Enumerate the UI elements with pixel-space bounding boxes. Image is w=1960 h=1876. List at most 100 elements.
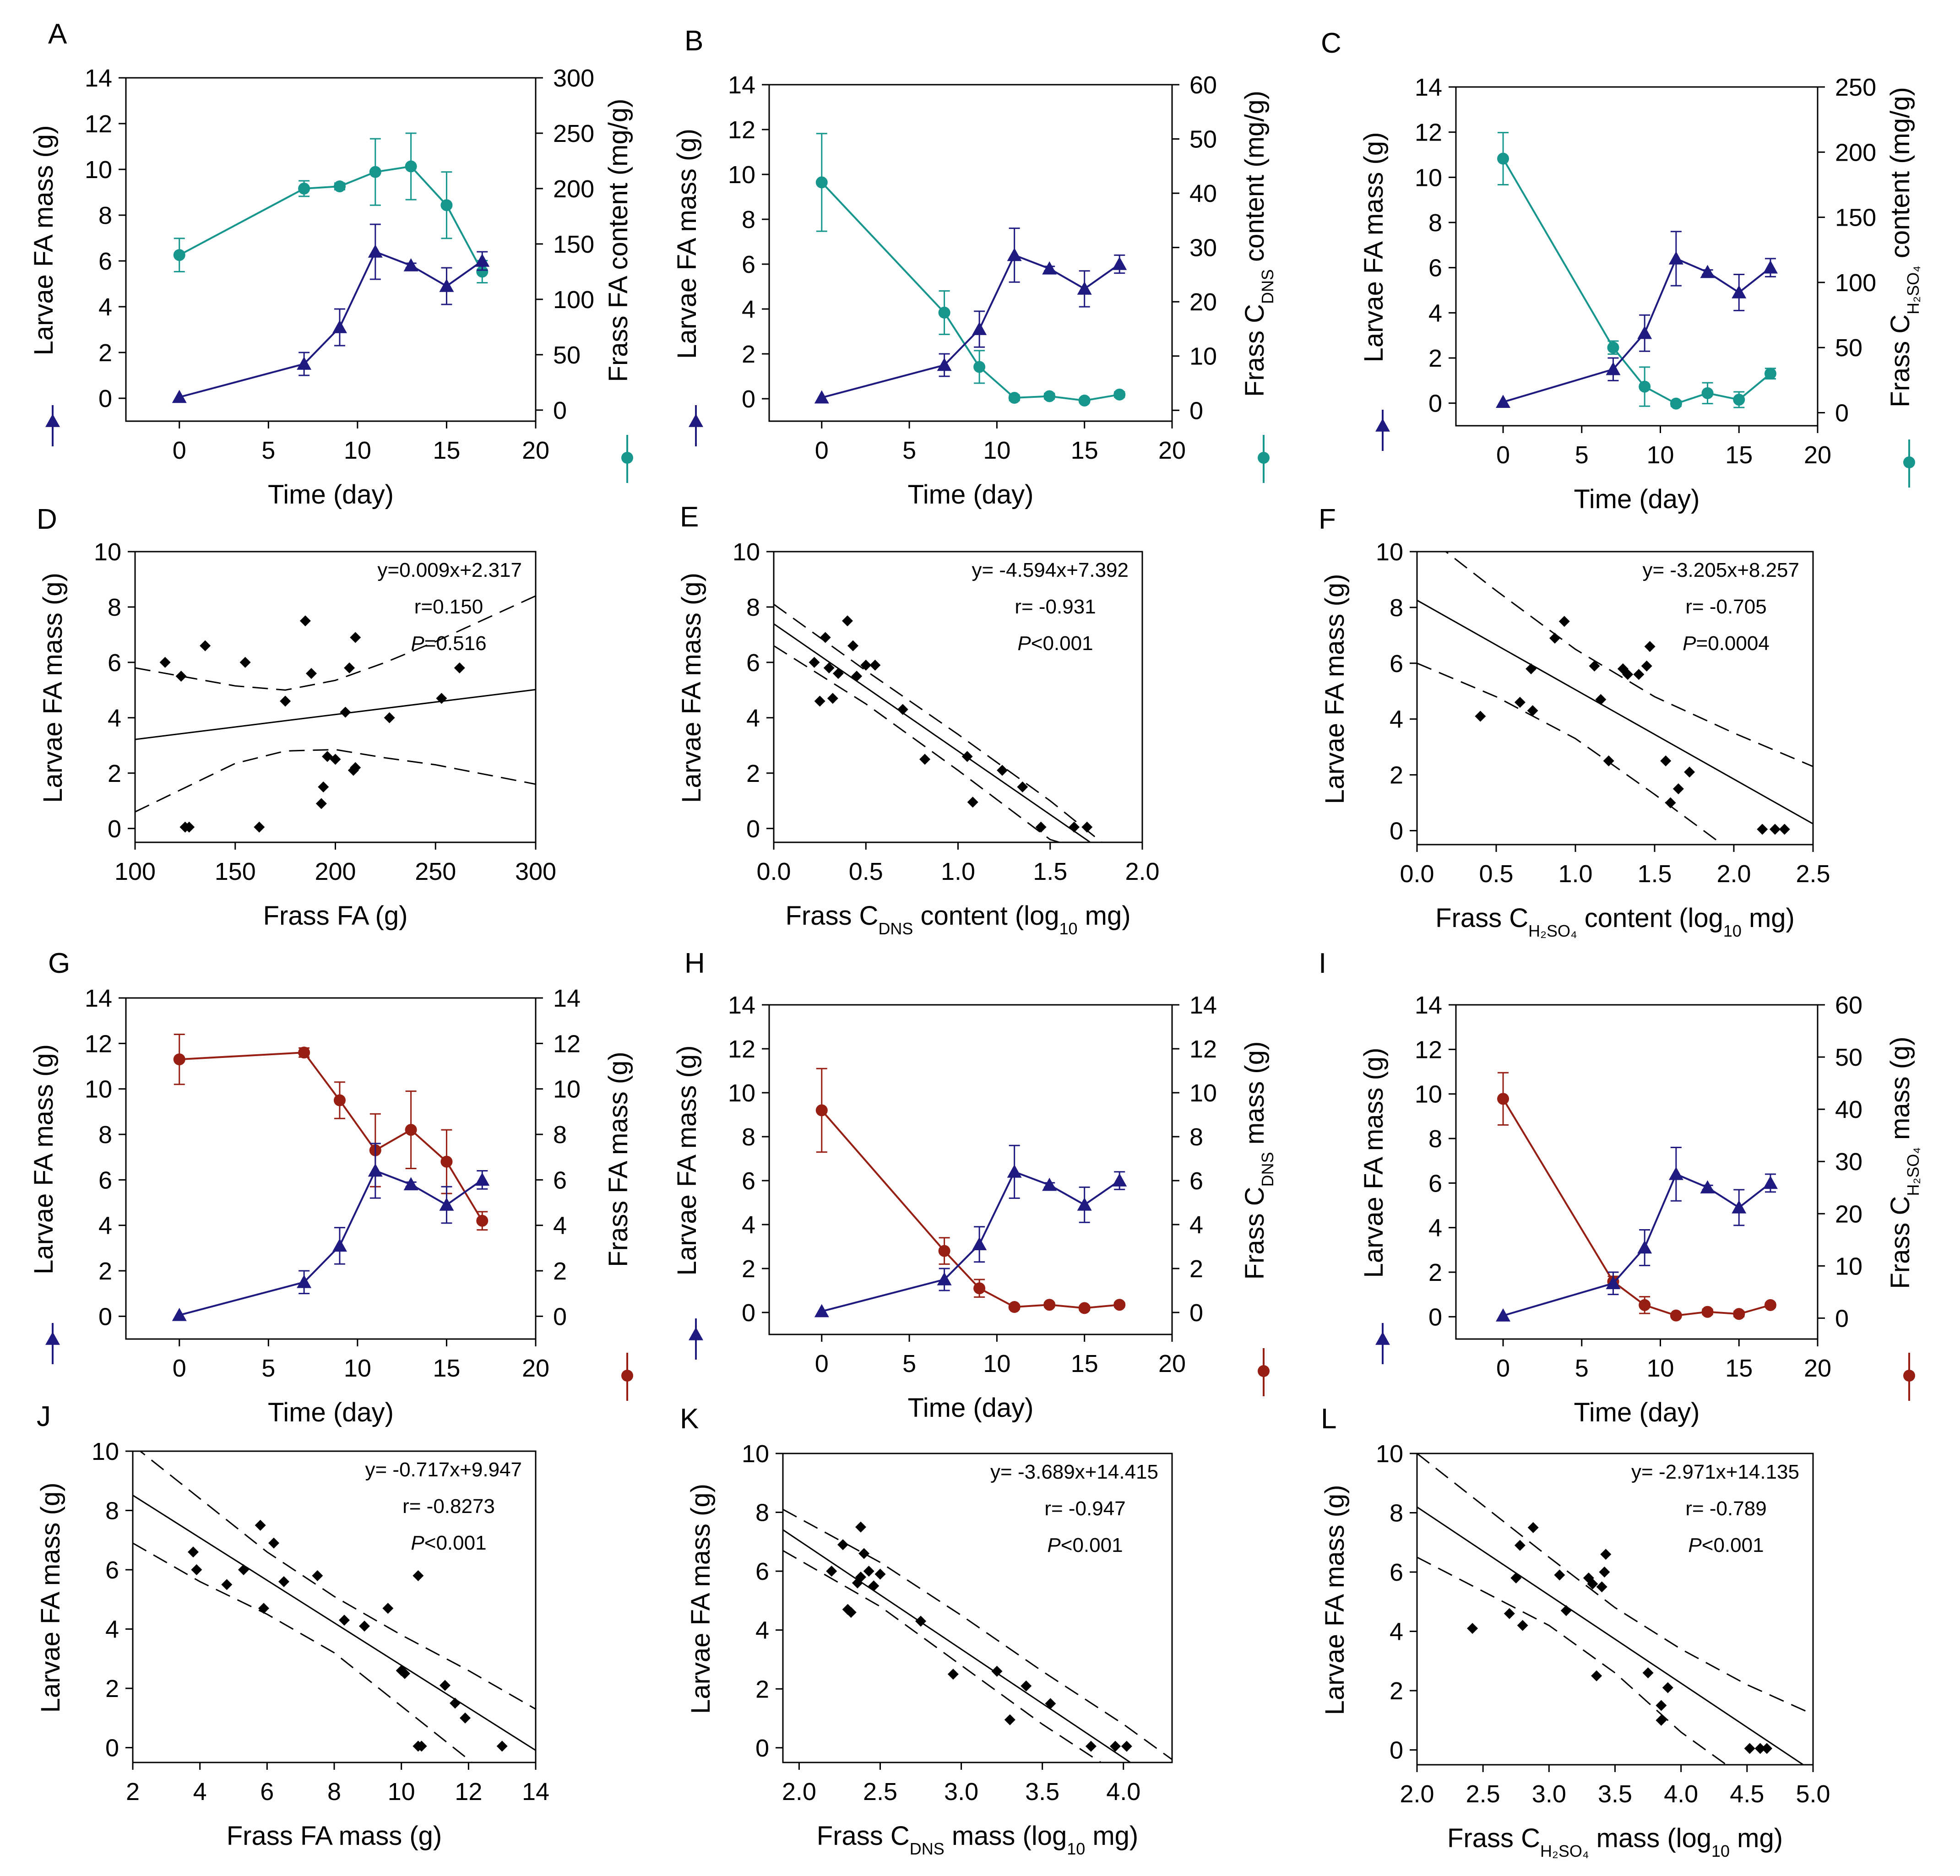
y-tick-label: 0: [1390, 1737, 1403, 1764]
y2-tick-label: 12: [553, 1030, 581, 1057]
y-tick-label: 0: [742, 385, 755, 413]
regression-fit-line: [135, 689, 536, 740]
label-subscript: H₂SO₄: [1528, 922, 1577, 940]
y-tick-label: 8: [98, 1121, 112, 1149]
label-text: Time (day): [1574, 484, 1700, 514]
larvae-series-point-triangle-marker: [368, 1163, 383, 1177]
x-tick-label: 250: [415, 858, 456, 885]
y-tick-label: 8: [105, 1497, 119, 1525]
p-value-symbol: P: [1047, 1534, 1061, 1556]
larvae-series-point-triangle-marker: [475, 254, 490, 267]
x-tick-label: 150: [215, 858, 256, 885]
confidence-upper-line: [139, 1451, 536, 1710]
correlation-r: r= -0.705: [1685, 596, 1766, 618]
y-tick-label: 14: [1415, 74, 1442, 101]
label-text: Larvae FA mass (g): [677, 573, 706, 803]
y-tick-label: 6: [98, 248, 112, 275]
label-subscript: DNS: [1258, 269, 1277, 304]
confidence-upper-line: [783, 1508, 1172, 1760]
data-point-diamond-marker: [1004, 1714, 1015, 1725]
frass-series-point-circle-marker: [476, 1215, 489, 1227]
y-tick-label: 12: [1415, 119, 1442, 146]
frass-series-point-circle-marker: [1497, 152, 1509, 165]
data-point-diamond-marker: [1660, 755, 1672, 767]
y2-tick-label: 14: [553, 985, 581, 1012]
x-axis-label: Time (day): [268, 480, 394, 510]
frass-series-point-circle-marker: [1113, 388, 1126, 401]
y-axis-label: Larvae FA mass (g): [1320, 574, 1350, 804]
y-tick-label: 12: [85, 1030, 112, 1057]
regression-equation: y=0.009x+2.317: [377, 559, 522, 581]
x-tick-label: 2.0: [1400, 1780, 1434, 1808]
data-point-diamond-marker: [809, 656, 820, 668]
larvae-series-point-triangle-marker: [368, 244, 383, 258]
data-point-diamond-marker: [1069, 821, 1080, 833]
y2-axis-label: Frass CH₂SO₄ content (mg/g): [1885, 87, 1922, 407]
data-point-diamond-marker: [1510, 1572, 1522, 1583]
x-tick-label: 200: [315, 858, 356, 885]
larvae-series-point-triangle-marker: [1007, 1164, 1022, 1178]
data-point-diamond-marker: [450, 1697, 461, 1709]
y2-tick-label: 30: [1189, 234, 1217, 262]
data-point-diamond-marker: [238, 1564, 249, 1576]
larvae-series-point-triangle-marker: [439, 279, 454, 292]
data-point-diamond-marker: [1665, 797, 1676, 808]
confidence-lower-line: [133, 1542, 473, 1762]
y2-tick-label: 6: [1189, 1167, 1203, 1195]
label-text: Frass C: [1447, 1823, 1540, 1853]
frass-series-point-circle-marker: [815, 176, 828, 189]
x-tick-label: 5: [1575, 1355, 1589, 1382]
frass-series-point-circle-marker: [1639, 1299, 1651, 1311]
y2-tick-label: 0: [1189, 397, 1203, 424]
x-tick-label: 15: [1071, 1350, 1098, 1377]
data-point-diamond-marker: [330, 754, 341, 765]
larvae-series-point-triangle-marker: [1763, 260, 1778, 274]
label-text: Time (day): [1574, 1398, 1700, 1427]
frass-series-point-circle-marker: [1764, 368, 1776, 380]
y-tick-label: 10: [1376, 1440, 1403, 1468]
x-tick-label: 2: [126, 1778, 140, 1806]
x-tick-label: 20: [1804, 1355, 1831, 1382]
y2-tick-label: 12: [1189, 1036, 1217, 1063]
y-tick-label: 0: [98, 385, 112, 412]
y-tick-label: 0: [108, 815, 121, 843]
data-point-diamond-marker: [254, 821, 265, 833]
panel-label: D: [37, 504, 57, 535]
y2-tick-label: 300: [553, 65, 594, 92]
plot-frame: [1455, 86, 1819, 427]
frass-series-point-circle-marker: [173, 249, 185, 261]
data-point-diamond-marker: [1644, 641, 1656, 652]
panel-label: A: [48, 18, 67, 50]
confidence-lower-line: [783, 1550, 1102, 1762]
y-axis-label: Larvae FA mass (g): [677, 573, 706, 803]
data-point-diamond-marker: [858, 1548, 870, 1559]
correlation-r: r= -0.789: [1685, 1497, 1766, 1520]
y2-axis-label: Frass CDNS content (mg/g): [1240, 91, 1277, 397]
y2-tick-label: 0: [1835, 1305, 1849, 1332]
x-tick-label: 2.5: [1796, 860, 1830, 888]
y-tick-label: 2: [742, 1255, 755, 1283]
y2-tick-label: 100: [553, 286, 594, 314]
label-text: mg): [1078, 901, 1131, 931]
legend-larvae-triangle-marker: [1375, 418, 1390, 432]
y-axis-label: Larvae FA mass (g): [1359, 132, 1389, 363]
x-axis-label: Time (day): [908, 480, 1034, 510]
data-point-diamond-marker: [315, 798, 327, 809]
p-value: P<0.001: [1688, 1534, 1764, 1556]
data-point-diamond-marker: [1527, 1522, 1539, 1533]
data-point-diamond-marker: [200, 640, 211, 651]
data-point-diamond-marker: [823, 662, 835, 673]
label-subscript: 10: [1067, 1839, 1085, 1858]
y-tick-label: 10: [1415, 164, 1442, 191]
larvae-series-point-triangle-marker: [814, 1304, 829, 1318]
y-tick-label: 2: [98, 1258, 112, 1285]
panel-label: K: [680, 1403, 699, 1435]
y-axis-label: Larvae FA mass (g): [672, 129, 702, 359]
data-point-diamond-marker: [384, 712, 395, 723]
p-value-symbol: P: [411, 632, 424, 655]
data-point-diamond-marker: [1641, 660, 1652, 672]
